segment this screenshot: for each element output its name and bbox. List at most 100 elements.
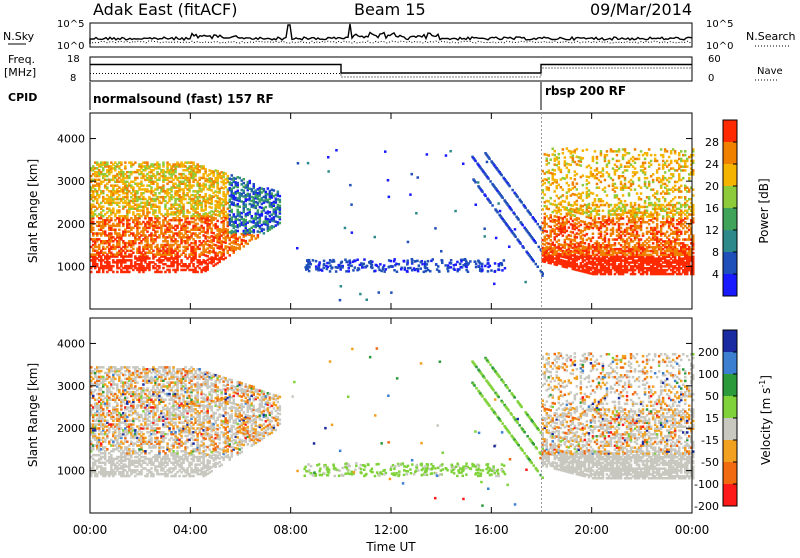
heatmap-cell: [649, 213, 653, 216]
heatmap-cell: [142, 209, 145, 212]
heatmap-cell: [653, 159, 657, 163]
heatmap-cell: [601, 251, 605, 255]
heatmap-cell: [561, 228, 565, 232]
heatmap-cell: [645, 259, 649, 262]
heatmap-cell: [575, 172, 579, 176]
heatmap-cell: [593, 209, 597, 212]
heatmap-cell: [184, 247, 187, 251]
heatmap-cell: [591, 267, 595, 270]
heatmap-cell: [240, 211, 243, 215]
heatmap-cell: [154, 234, 157, 237]
heatmap-cell: [549, 262, 552, 265]
heatmap-cell: [152, 180, 155, 183]
heatmap-cell: [593, 221, 597, 224]
heatmap-cell: [410, 258, 414, 261]
heatmap-cell: [607, 253, 611, 257]
heatmap-cell: [593, 245, 597, 249]
heatmap-cell: [164, 243, 167, 247]
heatmap-cell: [591, 159, 595, 163]
heatmap-cell: [214, 244, 217, 247]
heatmap-cell: [617, 150, 621, 153]
heatmap-cell: [541, 183, 544, 186]
heatmap-cell: [276, 207, 280, 211]
heatmap-cell: [252, 219, 255, 222]
heatmap-cell: [178, 232, 181, 235]
heatmap-cell: [156, 215, 159, 218]
heatmap-cell: [569, 242, 573, 245]
heatmap-cell: [446, 264, 450, 267]
heatmap-cell: [106, 259, 109, 262]
heatmap-cell: [210, 215, 213, 219]
heatmap-cell: [649, 255, 653, 258]
heatmap-cell: [657, 180, 661, 184]
heatmap-cell: [579, 229, 583, 232]
heatmap-cell: [567, 253, 571, 256]
heatmap-cell: [232, 195, 235, 199]
heatmap-cell: [631, 265, 635, 268]
heatmap-cell: [543, 252, 546, 256]
heatmap-cell: [502, 259, 506, 262]
heatmap-cell: [222, 194, 225, 198]
heatmap-cell: [565, 222, 569, 225]
heatmap-cell: [146, 263, 149, 266]
heatmap-cell: [224, 178, 227, 181]
heatmap-cell: [112, 224, 115, 228]
heatmap-cell: [651, 263, 655, 266]
heatmap-cell: [661, 178, 665, 182]
heatmap-cell: [192, 205, 195, 208]
heatmap-cell: [128, 203, 131, 206]
heatmap-cell: [102, 176, 105, 180]
heatmap-cell: [220, 211, 223, 214]
heatmap-cell: [220, 203, 223, 207]
heatmap-cell: [629, 219, 633, 222]
heatmap-cell: [268, 193, 272, 197]
heatmap-cell: [94, 167, 97, 170]
heatmap-cell: [160, 170, 163, 174]
heatmap-cell: [613, 255, 617, 258]
heatmap-cell: [226, 220, 229, 224]
heatmap-cell: [347, 270, 350, 273]
heatmap-cell: [571, 204, 575, 207]
heatmap-cell: [96, 245, 99, 249]
heatmap-cell: [545, 247, 548, 251]
heatmap-cell: [565, 212, 569, 215]
heatmap-cell: [134, 207, 137, 210]
heatmap-cell: [158, 251, 161, 254]
heatmap-cell: [174, 203, 177, 206]
heatmap-cell: [669, 261, 673, 264]
heatmap-cell: [144, 188, 147, 191]
heatmap-cell: [454, 263, 457, 266]
heatmap-cell: [148, 195, 151, 199]
heatmap-cell: [557, 239, 561, 242]
heatmap-cell: [465, 265, 468, 269]
heatmap-cell: [128, 182, 131, 185]
heatmap-cell: [667, 207, 671, 211]
heatmap-cell: [146, 213, 149, 216]
heatmap-cell: [545, 251, 548, 254]
heatmap-cell: [176, 251, 179, 254]
heatmap-cell: [477, 163, 480, 167]
heatmap-cell: [166, 220, 169, 224]
heatmap-cell: [561, 176, 565, 180]
heatmap-cell: [589, 172, 593, 176]
heatmap-cell: [248, 233, 251, 236]
heatmap-cell: [248, 210, 251, 213]
heatmap-cell: [575, 262, 579, 266]
heatmap-cell: [192, 163, 195, 166]
heatmap-cell: [472, 178, 475, 181]
heatmap-cell: [168, 230, 171, 233]
heatmap-cell: [226, 228, 229, 232]
heatmap-cell: [150, 222, 153, 226]
heatmap-cell: [210, 181, 213, 184]
heatmap-cell: [120, 264, 123, 268]
heatmap-cell: [543, 216, 546, 219]
heatmap-cell: [615, 209, 619, 212]
heatmap-cell: [307, 263, 310, 266]
heatmap-cell: [647, 257, 651, 260]
heatmap-cell: [268, 201, 272, 204]
heatmap-cell: [545, 241, 548, 245]
heatmap-cell: [422, 270, 425, 274]
heatmap-cell: [118, 172, 121, 176]
heatmap-cell: [216, 225, 219, 228]
heatmap-cell: [363, 258, 366, 261]
